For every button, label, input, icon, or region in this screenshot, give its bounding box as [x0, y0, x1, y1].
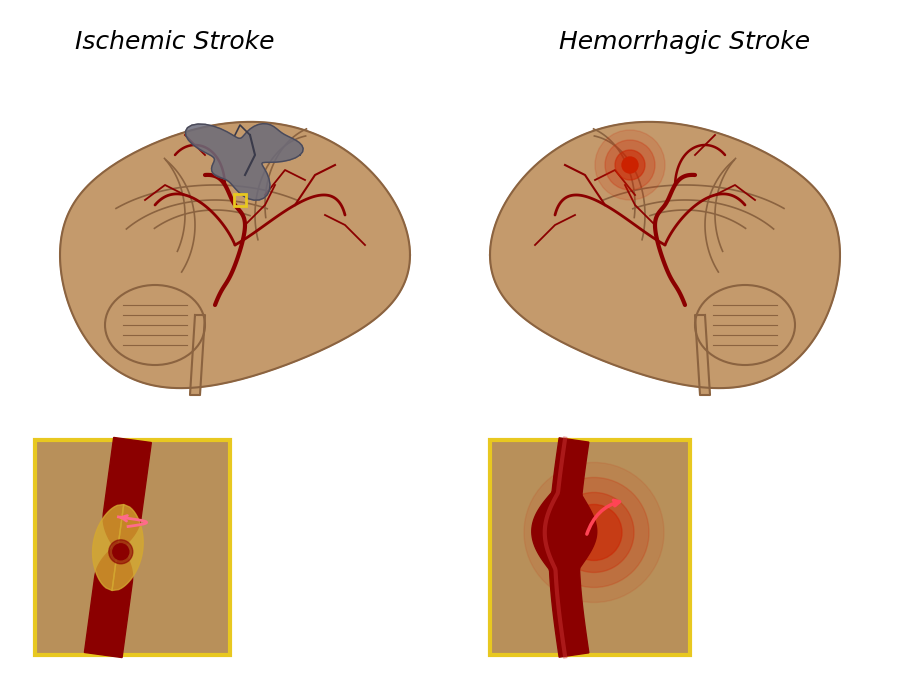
Circle shape [615, 150, 645, 180]
Polygon shape [190, 315, 205, 395]
Circle shape [524, 462, 664, 602]
Polygon shape [112, 504, 143, 591]
Bar [234, 194, 246, 206]
Circle shape [109, 540, 132, 564]
Polygon shape [84, 438, 152, 658]
Circle shape [605, 140, 655, 190]
Circle shape [622, 157, 638, 173]
Polygon shape [490, 122, 840, 388]
Circle shape [595, 130, 665, 200]
Text: Ischemic Stroke: Ischemic Stroke [75, 30, 275, 54]
Circle shape [554, 493, 634, 572]
Polygon shape [531, 438, 597, 657]
Polygon shape [60, 122, 410, 388]
FancyBboxPatch shape [35, 440, 230, 655]
Ellipse shape [695, 285, 795, 365]
Polygon shape [695, 315, 710, 395]
Polygon shape [92, 504, 124, 591]
Polygon shape [185, 123, 303, 200]
Ellipse shape [105, 285, 205, 365]
Text: Hemorrhagic Stroke: Hemorrhagic Stroke [560, 30, 811, 54]
Circle shape [113, 544, 129, 560]
Circle shape [566, 504, 622, 560]
FancyBboxPatch shape [490, 440, 690, 655]
Circle shape [539, 477, 649, 587]
